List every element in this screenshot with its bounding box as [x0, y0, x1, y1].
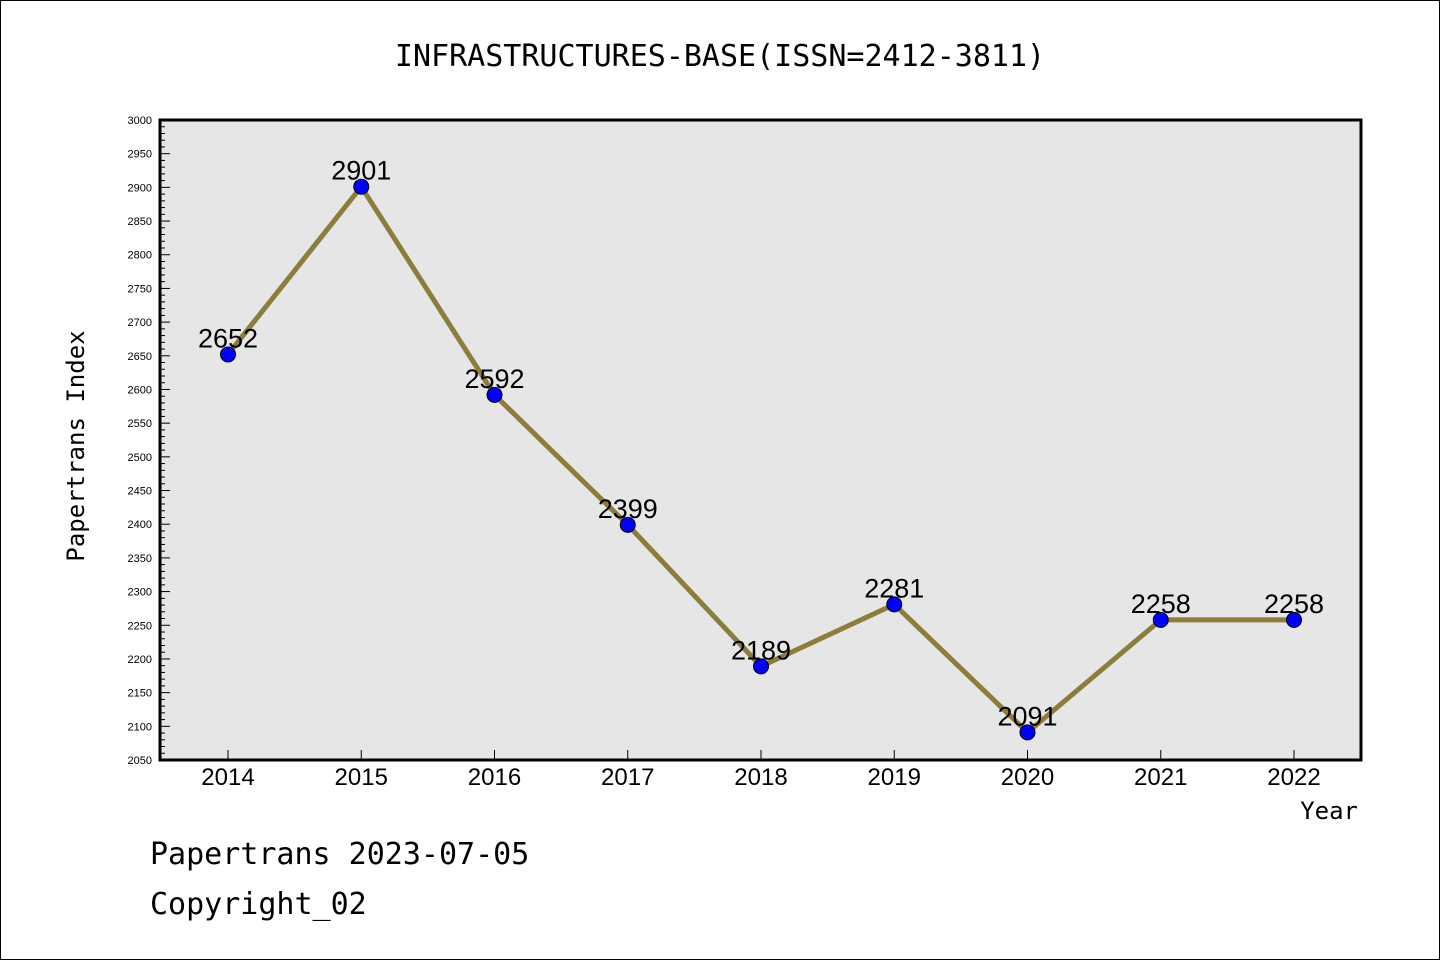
y-tick-label: 2050 — [128, 755, 152, 767]
y-tick-label: 2700 — [128, 317, 152, 329]
data-label: 2189 — [731, 635, 791, 665]
data-point — [1152, 611, 1169, 628]
y-tick-label: 2500 — [128, 452, 152, 464]
y-tick-label: 2200 — [128, 654, 152, 666]
x-tick-label: 2021 — [1134, 764, 1187, 791]
data-point — [486, 386, 503, 403]
x-tick-label: 2014 — [201, 764, 254, 791]
x-axis: 2014 2015 2016 2017 2018 2019 2020 2021 2022 — [201, 750, 1321, 791]
data-point — [1019, 724, 1036, 741]
data-label: 2901 — [331, 156, 391, 186]
y-tick-label: 2350 — [128, 553, 152, 565]
data-label: 2592 — [464, 364, 524, 394]
y-tick-label: 2550 — [128, 418, 152, 430]
x-axis-title: Year — [1300, 797, 1358, 825]
x-tick-label: 2022 — [1267, 764, 1320, 791]
y-tick-label: 2750 — [128, 283, 152, 295]
y-tick-label: 2150 — [128, 688, 152, 700]
plot-border — [158, 118, 1363, 762]
x-tick-label: 2017 — [601, 764, 654, 791]
data-points — [220, 178, 1302, 741]
y-tick-label: 2600 — [128, 384, 152, 396]
x-tick-label: 2018 — [734, 764, 787, 791]
footer-date: Papertrans 2023-07-05 — [150, 837, 529, 872]
data-point — [353, 178, 370, 195]
y-tick-label: 2650 — [128, 351, 152, 363]
x-tick-label: 2015 — [335, 764, 388, 791]
data-label: 2281 — [864, 573, 924, 603]
data-label: 2399 — [598, 494, 658, 524]
data-labels: 2652 2901 2592 2399 2189 2281 2091 2258 2258 — [198, 156, 1324, 732]
data-label: 2652 — [198, 323, 258, 353]
data-label: 2258 — [1131, 589, 1191, 619]
chart-title: INFRASTRUCTURES-BASE(ISSN=2412-3811) — [395, 39, 1045, 74]
x-tick-label: 2019 — [868, 764, 921, 791]
y-tick-label: 2850 — [128, 216, 152, 228]
plot-area — [160, 120, 1361, 760]
data-point — [886, 596, 903, 613]
y-axis: 2050 2100 2150 2200 2250 2300 2350 2400 2450 2500… — [128, 115, 170, 767]
data-point — [619, 516, 636, 533]
y-tick-label: 2450 — [128, 486, 152, 498]
x-tick-label: 2020 — [1001, 764, 1054, 791]
y-axis-title: Papertrans Index — [62, 330, 90, 561]
data-label: 2258 — [1264, 589, 1324, 619]
y-tick-label: 2100 — [128, 721, 152, 733]
x-tick-label: 2016 — [468, 764, 521, 791]
footer-copyright: Copyright_02 — [150, 887, 367, 922]
y-tick-label: 2300 — [128, 587, 152, 599]
data-point — [753, 658, 769, 675]
y-tick-label: 3000 — [128, 115, 152, 127]
y-tick-label: 2800 — [128, 250, 152, 262]
y-tick-label: 2250 — [128, 620, 152, 632]
data-point — [220, 346, 236, 363]
y-tick-label: 2900 — [128, 182, 152, 194]
y-tick-label: 2950 — [128, 149, 152, 161]
y-tick-label: 2400 — [128, 519, 152, 531]
data-point — [1286, 611, 1302, 628]
data-label: 2091 — [997, 701, 1057, 731]
